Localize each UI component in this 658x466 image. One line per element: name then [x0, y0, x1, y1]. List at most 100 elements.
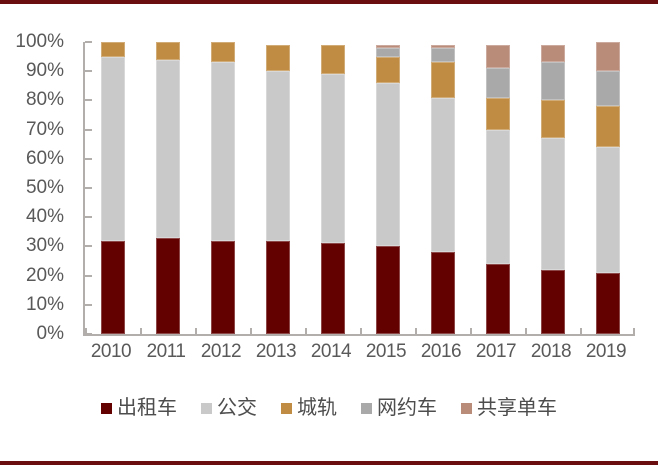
bar-stack: [265, 44, 290, 334]
legend-swatch-bus: [201, 402, 212, 414]
legend-label-sharedbike: 共享单车: [477, 397, 557, 419]
y-axis-tick: [85, 274, 92, 277]
bar-segment-bus: [485, 129, 510, 264]
bar-2012: [195, 42, 250, 334]
bar-stack: [485, 44, 510, 334]
legend-item-sharedbike: 共享单车: [461, 396, 557, 420]
y-axis-tick: [85, 157, 92, 160]
bar-2017: [470, 42, 525, 334]
y-axis-tick: [85, 333, 92, 335]
bar-segment-metro: [430, 62, 455, 98]
y-axis-labels: 100% 90% 80% 70% 60% 50% 40% 30% 20% 10% 0%: [0, 32, 64, 344]
bar-2019: [580, 42, 635, 334]
bar-segment-metro: [210, 42, 235, 63]
x-axis-tick-label: 2014: [310, 341, 352, 362]
legend-label-bus: 公交: [217, 397, 257, 419]
x-axis-tick: [195, 328, 197, 334]
legend-label-ridehailing: 网约车: [377, 397, 437, 419]
x-axis-labels: 2010 2011 2012 2013 2014 2015 2016 2017 2018 2019: [0, 341, 658, 365]
bar-segment-bus: [155, 59, 180, 238]
legend-swatch-sharedbike: [461, 402, 472, 414]
x-axis-tick-label: 2015: [365, 341, 407, 362]
bar-2011: [140, 42, 195, 334]
legend-label-metro: 城轨: [297, 397, 337, 419]
bar-segment-taxi: [100, 240, 125, 334]
bar-segment-metro: [265, 44, 290, 72]
bar-segment-bus: [100, 56, 125, 241]
x-axis-tick-label: 2016: [420, 341, 462, 362]
x-axis-tick: [633, 328, 635, 334]
x-axis-tick-label: 2011: [146, 341, 186, 362]
bar-segment-ridehailing: [485, 68, 510, 98]
bar-stack: [210, 42, 235, 334]
y-axis-tick-label: 20%: [25, 264, 64, 286]
y-axis-tick-label: 0%: [36, 323, 64, 344]
bar-stack: [155, 42, 180, 334]
x-axis-tick-label: 2017: [475, 341, 517, 362]
legend-swatch-ridehailing: [361, 402, 372, 414]
bar-segment-metro: [155, 42, 180, 60]
bar-segment-taxi: [375, 246, 400, 334]
x-axis-tick: [140, 328, 142, 334]
bar-segment-taxi: [210, 240, 235, 334]
bar-segment-bus: [595, 147, 620, 273]
y-axis-tick-label: 60%: [25, 147, 64, 169]
bar-2010: [85, 42, 140, 334]
bar-stack: [595, 42, 620, 334]
bar-segment-taxi: [595, 272, 620, 334]
bar-segment-sharedbike: [430, 44, 455, 48]
y-axis-tick: [85, 187, 92, 189]
x-axis-tick: [580, 328, 582, 334]
bar-segment-sharedbike: [485, 44, 510, 69]
plot-area: [83, 41, 635, 336]
y-axis-tick: [85, 245, 92, 248]
bar-segment-sharedbike: [375, 44, 400, 48]
legend-swatch-taxi: [101, 402, 112, 414]
bar-segment-taxi: [430, 252, 455, 334]
bar-segment-taxi: [540, 269, 565, 334]
legend-item-taxi: 出租车: [101, 396, 177, 420]
x-axis-tick: [250, 328, 252, 334]
bar-segment-bus: [375, 82, 400, 247]
y-axis-tick-label: 40%: [25, 206, 64, 228]
bar-2016: [415, 42, 470, 334]
bar-segment-bus: [540, 138, 565, 270]
legend-label-taxi: 出租车: [117, 397, 177, 419]
bar-segment-ridehailing: [430, 47, 455, 63]
bar-stack: [320, 44, 345, 334]
y-axis-tick-label: 70%: [25, 118, 64, 140]
y-axis-tick: [85, 99, 92, 102]
bar-segment-ridehailing: [375, 47, 400, 57]
y-axis-tick-label: 10%: [25, 293, 64, 315]
bar-segment-taxi: [320, 243, 345, 334]
y-axis-tick-label: 90%: [25, 60, 64, 82]
bar-2013: [250, 42, 305, 334]
y-axis-tick-label: 80%: [25, 89, 64, 111]
bar-segment-sharedbike: [540, 44, 565, 63]
bar-segment-metro: [100, 42, 125, 57]
bar-segment-taxi: [485, 263, 510, 334]
x-axis-tick-label: 2010: [90, 341, 132, 362]
bar-segment-metro: [540, 100, 565, 139]
x-axis-tick-label: 2018: [530, 341, 572, 362]
x-axis-tick: [85, 328, 87, 334]
legend-item-metro: 城轨: [281, 396, 337, 420]
bar-stack: [375, 44, 400, 334]
bar-2018: [525, 42, 580, 334]
y-axis-tick: [85, 70, 92, 73]
bar-segment-metro: [485, 97, 510, 130]
bar-segment-bus: [265, 71, 290, 241]
bar-segment-metro: [375, 56, 400, 83]
x-axis-tick: [470, 328, 472, 334]
bar-segment-taxi: [155, 237, 180, 334]
bar-segment-bus: [210, 62, 235, 241]
y-axis-tick-label: 30%: [25, 235, 64, 257]
y-axis-tick-label: 100%: [15, 31, 64, 52]
top-rule: [0, 0, 658, 4]
x-axis-tick: [415, 328, 417, 334]
bar-segment-metro: [320, 44, 345, 75]
bar-segment-metro: [595, 106, 620, 148]
y-axis-tick: [85, 128, 92, 131]
x-axis-tick: [525, 328, 527, 334]
